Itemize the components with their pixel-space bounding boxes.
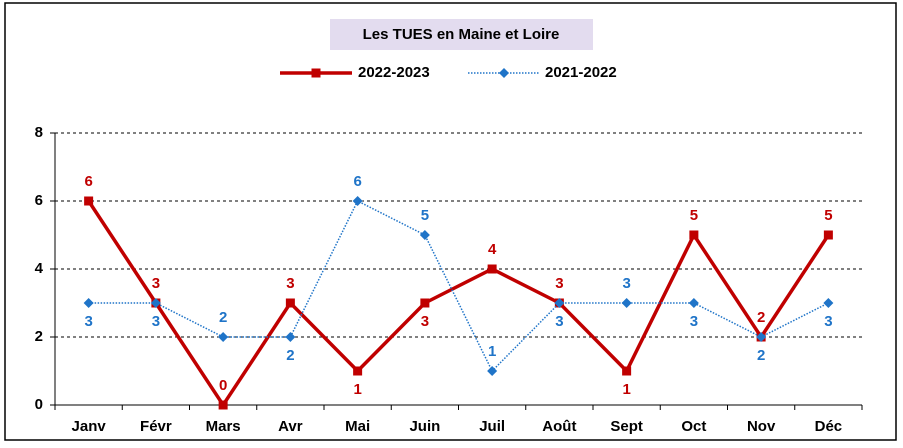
series-line xyxy=(88,199,829,373)
data-label: 1 xyxy=(488,343,496,360)
data-label: 3 xyxy=(152,313,160,330)
data-label: 1 xyxy=(622,381,630,398)
y-tick-label: 4 xyxy=(35,260,44,277)
x-tick-label: Avr xyxy=(278,418,303,435)
marker xyxy=(419,230,430,240)
data-label: 4 xyxy=(488,241,497,258)
data-label: 3 xyxy=(622,275,630,292)
marker xyxy=(689,230,699,240)
x-tick-label: Juin xyxy=(409,418,440,435)
title-box xyxy=(330,19,593,50)
data-label: 3 xyxy=(824,313,832,330)
data-label: 0 xyxy=(219,377,227,394)
y-tick-label: 8 xyxy=(35,124,43,141)
legend-label: 2022-2023 xyxy=(358,64,430,81)
marker xyxy=(218,400,228,410)
marker xyxy=(285,332,296,342)
data-label: 3 xyxy=(555,313,563,330)
data-label: 1 xyxy=(353,381,361,398)
marker xyxy=(218,332,229,342)
marker xyxy=(622,366,632,376)
marker xyxy=(420,298,430,308)
x-tick-label: Mai xyxy=(345,418,370,435)
legend-label: 2021-2022 xyxy=(545,64,617,81)
marker xyxy=(352,196,363,206)
y-tick-label: 0 xyxy=(35,396,43,413)
data-label: 3 xyxy=(555,275,563,292)
data-label: 3 xyxy=(421,313,429,330)
marker xyxy=(621,298,632,308)
data-label: 3 xyxy=(152,275,160,292)
data-label: 5 xyxy=(690,207,698,224)
marker xyxy=(285,298,295,308)
data-label: 3 xyxy=(690,313,698,330)
marker xyxy=(756,332,767,342)
x-tick-label: Sept xyxy=(610,418,643,435)
data-label: 3 xyxy=(286,275,294,292)
chart-frame xyxy=(4,2,897,441)
x-tick-label: Févr xyxy=(140,418,172,435)
x-tick-label: Mars xyxy=(206,418,241,435)
data-label: 2 xyxy=(757,309,765,326)
x-tick-label: Janv xyxy=(72,418,107,435)
y-tick-label: 6 xyxy=(35,192,43,209)
chart-title: Les TUES en Maine et Loire xyxy=(363,26,560,43)
data-label: 2 xyxy=(219,309,227,326)
marker xyxy=(688,298,699,308)
data-label: 3 xyxy=(84,313,92,330)
marker xyxy=(353,366,363,376)
x-tick-label: Déc xyxy=(815,418,843,435)
x-tick-label: Juil xyxy=(479,418,505,435)
x-tick-label: Oct xyxy=(681,418,706,435)
data-label: 5 xyxy=(824,207,832,224)
marker xyxy=(487,264,497,274)
marker xyxy=(823,298,834,308)
marker xyxy=(487,366,498,376)
marker xyxy=(83,298,94,308)
marker xyxy=(554,298,565,308)
marker xyxy=(150,298,161,308)
data-label: 2 xyxy=(286,347,294,364)
x-tick-label: Août xyxy=(542,418,576,435)
y-tick-label: 2 xyxy=(35,328,43,345)
x-tick-label: Nov xyxy=(747,418,776,435)
legend-marker xyxy=(499,68,509,78)
data-label: 6 xyxy=(84,173,92,190)
data-label: 2 xyxy=(757,347,765,364)
marker xyxy=(823,230,833,240)
series-line xyxy=(87,200,830,409)
data-label: 6 xyxy=(353,173,361,190)
legend-marker xyxy=(311,68,321,78)
marker xyxy=(84,196,94,206)
data-label: 5 xyxy=(421,207,429,224)
